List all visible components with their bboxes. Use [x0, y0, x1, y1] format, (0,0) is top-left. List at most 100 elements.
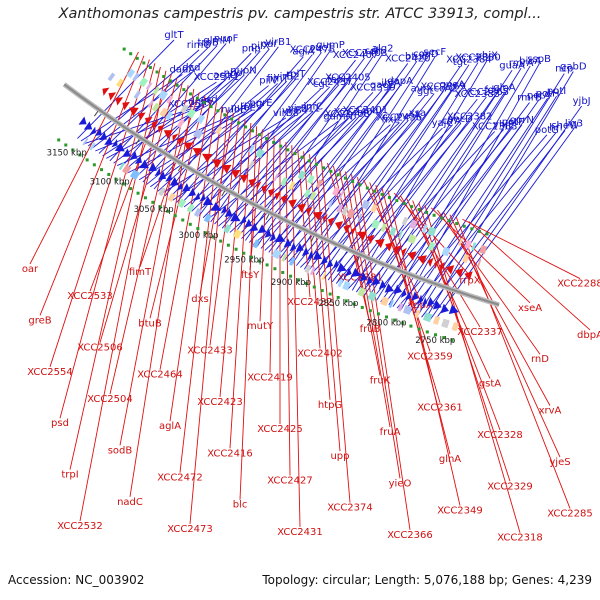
forward-gene-label: potH	[536, 88, 560, 99]
gc-dot	[344, 299, 348, 303]
gc-dot	[395, 199, 399, 203]
forward-gene-arrow	[83, 121, 93, 130]
reverse-gene-label: XCC2349	[437, 506, 483, 517]
gc-dot	[401, 321, 405, 325]
reverse-gene-arrow	[385, 242, 394, 252]
reverse-leader-line	[297, 148, 311, 298]
gc-dot	[64, 143, 68, 147]
gc-dot	[470, 227, 474, 231]
gc-dot	[329, 169, 333, 173]
reverse-gene-arrow	[268, 188, 276, 198]
forward-gene-arrow	[210, 201, 222, 211]
forward-gene-label: fimT	[267, 73, 290, 84]
cog-band-segment	[303, 188, 311, 198]
reverse-gene-label: XCC2329	[487, 481, 533, 492]
kbp-scale-layer: 3150 kbp 3100 kbp 3050 kbp 3000 kbp 2950 kbp…	[47, 111, 455, 346]
forward-gene-label: XCC2365	[464, 87, 510, 98]
forward-leader-line	[102, 81, 217, 157]
forward-leader-line	[252, 124, 391, 245]
cog-band-segment	[316, 179, 323, 189]
reverse-gene-arrow	[115, 97, 124, 106]
cog-band-segment	[252, 239, 260, 249]
gc-dot	[142, 61, 146, 65]
reverse-gene-arrow	[248, 178, 257, 188]
reverse-gene-label: dbpA	[577, 330, 600, 341]
forward-leader-line	[229, 116, 357, 233]
cog-band-segment	[307, 174, 315, 185]
forward-gene-label: qacE	[370, 80, 394, 91]
scale-label: 2800 kbp	[366, 319, 406, 329]
reverse-gene-label: rnD	[531, 354, 549, 365]
cog-band-segment	[464, 239, 472, 250]
reverse-gene-arrow	[356, 231, 367, 241]
cog-band-segment	[309, 191, 317, 201]
reverse-gene-arrow	[122, 101, 130, 111]
forward-gene-arrow	[199, 193, 206, 202]
cog-band-segment	[357, 213, 363, 222]
scale-label: 3100 kbp	[90, 178, 130, 188]
feature-rings-layer	[57, 47, 500, 342]
forward-gene-label: yajC	[432, 118, 454, 129]
cog-band-segment	[107, 72, 116, 82]
forward-gene-label: XCC2404	[333, 107, 379, 118]
cog-band-segment	[180, 104, 189, 114]
forward-gene-arrow	[320, 255, 328, 265]
forward-gene-label: gumP	[316, 40, 344, 51]
reverse-gene-label: aglA	[159, 421, 181, 432]
gc-dot	[358, 183, 362, 187]
cog-band-segment	[462, 253, 470, 263]
forward-leader-line	[191, 88, 322, 212]
cog-band-segment	[451, 322, 459, 332]
forward-gene-arrow	[405, 291, 412, 301]
reverse-gene-label: fruB	[360, 324, 381, 335]
cog-band-segment	[332, 186, 341, 197]
cog-band-segment	[397, 303, 404, 312]
cog-band-segment	[203, 213, 212, 223]
forward-leader-line	[120, 43, 227, 169]
reverse-leader-line	[437, 209, 541, 355]
forward-leader-line	[98, 47, 209, 154]
forward-gene-label: glmM	[203, 36, 231, 47]
gc-dot	[135, 56, 139, 60]
reverse-gene-label: xrvA	[539, 406, 562, 417]
forward-gene-label: XCC2382	[447, 112, 493, 123]
forward-gene-label: nuoI	[224, 68, 246, 79]
gc-dot	[365, 186, 369, 190]
reverse-gene-arrow	[445, 265, 455, 275]
forward-gene-label: purE	[249, 98, 272, 109]
cog-band-segment	[177, 118, 185, 128]
cog-band-segment	[281, 253, 288, 262]
forward-leader-line	[87, 49, 200, 147]
scale-label: 3000 kbp	[178, 231, 218, 241]
forward-gene-label: yjbJ	[573, 96, 591, 107]
gc-dot	[129, 52, 133, 56]
forward-gene-label: coaD	[413, 49, 439, 60]
cog-band-segment	[297, 170, 307, 180]
gc-dot	[432, 213, 436, 217]
reverse-gene-arrow	[177, 137, 185, 146]
gc-dot	[336, 295, 340, 299]
gc-dot	[181, 218, 185, 222]
gc-dot	[196, 227, 200, 231]
forward-gene-label: XCC2383	[455, 89, 501, 100]
forward-gene-arrow	[111, 139, 118, 148]
forward-gene-label: gabD	[560, 62, 587, 73]
gc-dot	[417, 327, 421, 331]
reverse-gene-arrow	[288, 199, 297, 209]
gc-dot	[226, 243, 230, 247]
gc-dot	[322, 166, 326, 170]
reverse-gene-arrow	[274, 191, 282, 201]
forward-leader-line	[400, 63, 540, 310]
reverse-gene-label: upp	[330, 451, 349, 462]
forward-leader-line	[179, 78, 297, 206]
forward-gene-arrow	[224, 208, 233, 218]
reverse-gene-label: oar	[22, 264, 39, 275]
cog-band-segment	[458, 237, 463, 246]
forward-leader-line	[176, 56, 304, 203]
scale-tick	[93, 111, 99, 117]
reverse-gene-label: psd	[51, 418, 69, 429]
forward-leader-line	[146, 85, 269, 185]
reverse-gene-label: btuB	[138, 318, 162, 329]
cog-band-segment	[186, 203, 195, 213]
cog-band-segment	[304, 264, 312, 274]
